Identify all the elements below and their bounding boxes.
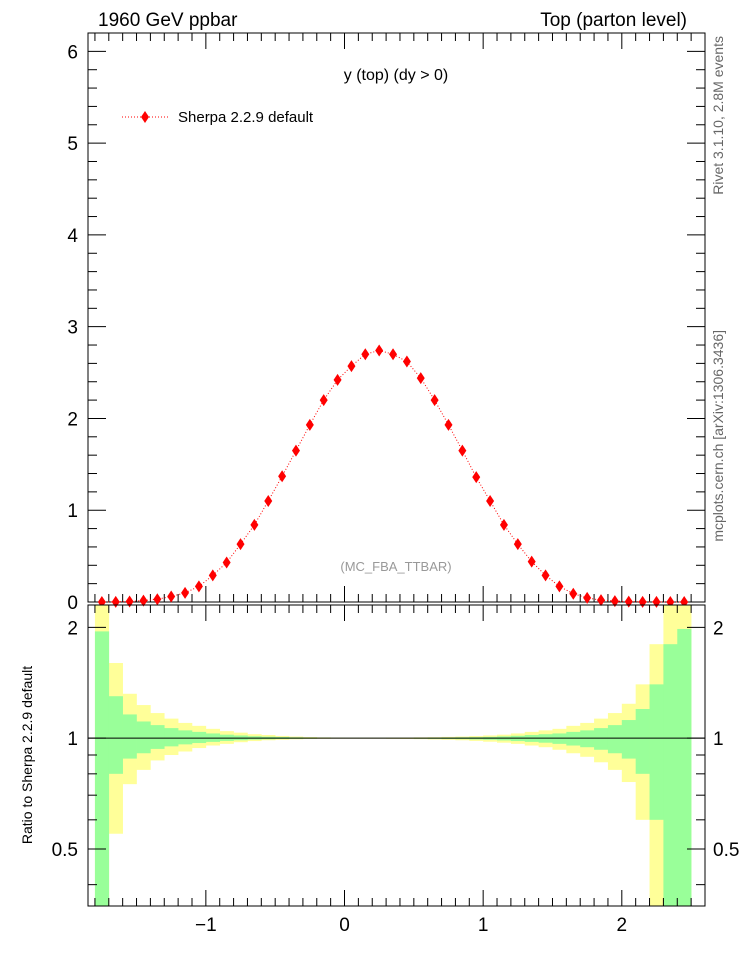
data-point [638, 595, 647, 608]
ratio-band-1sigma-bin [607, 725, 623, 754]
ratio-y-axis: 0.5 0.5 1 1 2 2 [52, 618, 739, 886]
ratio-y-tick-label-right: 1 [713, 729, 724, 750]
main-y-tick-label: 1 [67, 501, 78, 522]
main-y-tick-label: 4 [67, 226, 78, 247]
analysis-watermark: (MC_FBA_TTBAR) [340, 559, 451, 574]
rivet-version-label: Rivet 3.1.10, 2.8M events [710, 36, 726, 195]
data-point [389, 348, 398, 361]
ratio-band-1sigma-bin [621, 720, 636, 759]
ratio-y-tick-label: 1 [67, 729, 78, 750]
data-point [361, 348, 370, 361]
main-y-tick-label: 2 [67, 409, 78, 430]
data-point [250, 518, 259, 531]
data-point [499, 518, 508, 531]
legend: Sherpa 2.2.9 default [122, 109, 314, 126]
data-point [458, 444, 467, 457]
main-y-tick-label: 6 [67, 42, 78, 63]
main-y-tick-label: 3 [67, 318, 78, 339]
main-y-axis: 0 1 2 3 4 5 6 [67, 32, 705, 614]
data-point [444, 418, 453, 431]
ratio-band-1sigma-bin [594, 728, 609, 750]
data-point [652, 595, 661, 608]
main-plot-frame [87, 32, 706, 603]
data-point [236, 538, 245, 551]
data-point [597, 594, 606, 607]
data-point [610, 595, 619, 608]
ratio-band-1sigma-bin [150, 725, 165, 749]
ratio-band-1sigma-bin [649, 684, 664, 820]
data-point [291, 444, 300, 457]
ratio-y-tick-label-right: 2 [713, 618, 724, 639]
data-point [194, 580, 203, 593]
ratio-band-1sigma-bin [136, 721, 151, 754]
ratio-band-1sigma-bin [205, 733, 221, 742]
ratio-band-1sigma-bin [635, 709, 650, 774]
main-x-axis [94, 33, 706, 602]
data-point [486, 495, 495, 508]
ratio-y-tick-label: 0.5 [52, 840, 78, 861]
ratio-band-1sigma-bin [178, 730, 193, 745]
legend-marker-diamond [141, 111, 149, 123]
data-point [555, 580, 564, 593]
ratio-band-1sigma-bin [580, 730, 595, 748]
ratio-band-1sigma-bin [94, 631, 110, 906]
data-point [319, 394, 328, 407]
data-point [527, 555, 536, 568]
ratio-band-1sigma-bin [663, 644, 678, 906]
data-point [583, 591, 592, 604]
data-point [347, 360, 356, 373]
ratio-bands-group [94, 605, 692, 906]
data-point [416, 372, 425, 385]
data-point [305, 418, 314, 431]
legend-label: Sherpa 2.2.9 default [178, 109, 314, 126]
ratio-band-1sigma-bin [164, 728, 179, 747]
data-point [125, 595, 134, 608]
ratio-plot-panel: 0.5 0.5 1 1 2 2 −1 0 1 2 Ratio to Sherpa 2.2.9 d… [19, 604, 739, 936]
data-point [430, 394, 439, 407]
data-point [181, 586, 190, 599]
header-left-title: 1960 GeV ppbar [98, 10, 238, 31]
ratio-band-1sigma-bin [122, 714, 137, 759]
ratio-x-tick-label: 1 [478, 915, 489, 936]
ratio-x-axis: −1 0 1 2 [94, 605, 706, 936]
ratio-band-1sigma-bin [677, 628, 692, 906]
plot-title: y (top) (dy > 0) [344, 67, 448, 84]
data-point [222, 556, 231, 569]
data-point [264, 495, 273, 508]
data-point [402, 355, 411, 368]
data-point [208, 569, 217, 582]
data-point [333, 373, 342, 386]
data-point [513, 538, 522, 551]
mcplots-reference-label: mcplots.cern.ch [arXiv:1306.3436] [710, 330, 726, 542]
ratio-band-1sigma-bin [191, 731, 207, 744]
ratio-y-axis-label: Ratio to Sherpa 2.2.9 default [19, 666, 35, 844]
ratio-band-1sigma-bin [108, 696, 123, 774]
ratio-y-tick-label: 2 [67, 618, 78, 639]
data-point [541, 569, 550, 582]
ratio-y-tick-label-right: 0.5 [713, 840, 739, 861]
data-point [153, 593, 162, 606]
ratio-band-1sigma-bin [566, 731, 581, 746]
data-point [167, 590, 176, 603]
header-right-title: Top (parton level) [540, 10, 687, 31]
data-point [569, 587, 578, 600]
ratio-x-tick-label: 0 [339, 915, 350, 936]
data-point [111, 595, 120, 608]
main-y-tick-label: 5 [67, 134, 78, 155]
data-point [624, 595, 633, 608]
ratio-x-tick-label: −1 [195, 915, 217, 936]
ratio-x-tick-label: 2 [617, 915, 628, 936]
main-y-tick-label: 0 [67, 593, 78, 614]
data-point [375, 344, 384, 357]
data-point [472, 471, 481, 484]
data-point [278, 470, 287, 483]
data-point [139, 594, 148, 607]
